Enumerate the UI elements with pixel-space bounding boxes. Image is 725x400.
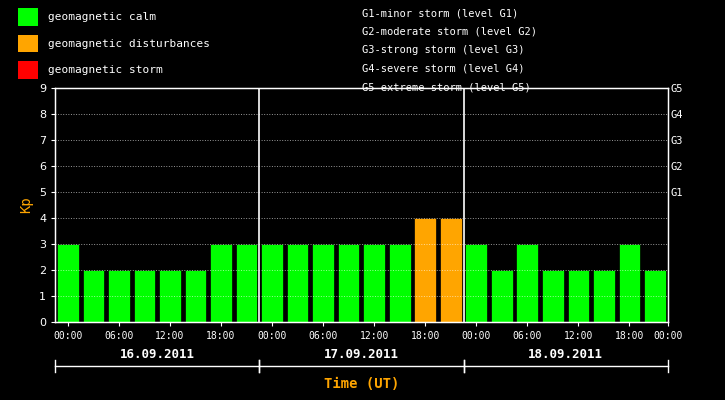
Bar: [287, 244, 308, 322]
Bar: [644, 270, 666, 322]
Text: G1-minor storm (level G1): G1-minor storm (level G1): [362, 8, 519, 18]
Bar: [57, 244, 79, 322]
Y-axis label: Kp: Kp: [20, 197, 33, 213]
Bar: [83, 270, 104, 322]
Bar: [210, 244, 232, 322]
Bar: [415, 218, 436, 322]
Text: geomagnetic storm: geomagnetic storm: [48, 65, 162, 75]
Text: G5-extreme storm (level G5): G5-extreme storm (level G5): [362, 82, 531, 92]
Bar: [568, 270, 589, 322]
FancyBboxPatch shape: [18, 8, 38, 26]
Bar: [185, 270, 207, 322]
Bar: [236, 244, 257, 322]
Bar: [516, 244, 538, 322]
Bar: [491, 270, 513, 322]
Text: geomagnetic disturbances: geomagnetic disturbances: [48, 39, 210, 49]
Bar: [618, 244, 640, 322]
Bar: [465, 244, 487, 322]
Text: geomagnetic calm: geomagnetic calm: [48, 12, 156, 22]
Bar: [108, 270, 130, 322]
FancyBboxPatch shape: [18, 35, 38, 52]
Text: 17.09.2011: 17.09.2011: [324, 348, 399, 360]
Bar: [542, 270, 564, 322]
FancyBboxPatch shape: [18, 61, 38, 79]
Bar: [593, 270, 615, 322]
Bar: [159, 270, 181, 322]
Text: G3-strong storm (level G3): G3-strong storm (level G3): [362, 45, 525, 55]
Bar: [312, 244, 334, 322]
Bar: [440, 218, 462, 322]
Text: G4-severe storm (level G4): G4-severe storm (level G4): [362, 64, 525, 74]
Bar: [363, 244, 385, 322]
Bar: [133, 270, 155, 322]
Text: G2-moderate storm (level G2): G2-moderate storm (level G2): [362, 27, 537, 37]
Bar: [338, 244, 360, 322]
Text: 16.09.2011: 16.09.2011: [120, 348, 195, 360]
Bar: [389, 244, 410, 322]
Bar: [261, 244, 283, 322]
Text: 18.09.2011: 18.09.2011: [528, 348, 603, 360]
Text: Time (UT): Time (UT): [324, 377, 399, 391]
